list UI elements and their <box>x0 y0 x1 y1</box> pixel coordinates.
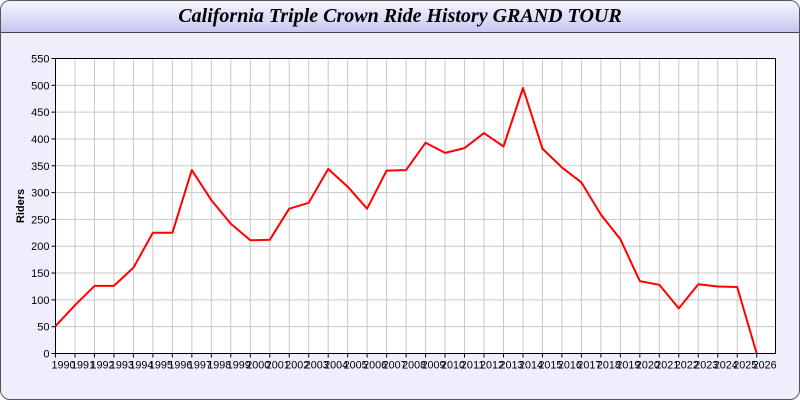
x-tick-label: 2016 <box>558 360 582 372</box>
x-tick-label: 2013 <box>499 360 523 372</box>
x-tick-label: 2006 <box>363 360 387 372</box>
title-bar: California Triple Crown Ride History GRA… <box>1 1 799 33</box>
chart-title: California Triple Crown Ride History GRA… <box>178 5 622 27</box>
x-tick-label: 1994 <box>129 360 153 372</box>
y-tick-label: 350 <box>31 161 49 173</box>
x-tick-label: 2001 <box>266 360 290 372</box>
x-tick-label: 2023 <box>694 360 718 372</box>
y-tick-label: 550 <box>31 54 49 66</box>
x-tick-label: 1997 <box>188 360 212 372</box>
x-tick-label: 2008 <box>402 360 426 372</box>
x-tick-label: 2018 <box>597 360 621 372</box>
x-tick-label: 2020 <box>636 360 660 372</box>
y-tick-label: 500 <box>31 80 49 92</box>
x-tick-label: 1990 <box>52 360 76 372</box>
x-tick-label: 2025 <box>733 360 757 372</box>
x-tick-label: 1992 <box>90 360 114 372</box>
x-tick-label: 2009 <box>422 360 446 372</box>
x-tick-label: 2017 <box>577 360 601 372</box>
y-tick-label: 250 <box>31 214 49 226</box>
y-tick-label: 300 <box>31 188 49 200</box>
x-tick-label: 1998 <box>207 360 231 372</box>
x-tick-label: 1993 <box>110 360 134 372</box>
x-tick-label: 2007 <box>383 360 407 372</box>
x-tick-label: 2011 <box>461 360 485 372</box>
y-tick-label: 50 <box>37 322 49 334</box>
x-tick-label: 2004 <box>324 360 348 372</box>
x-tick-label: 2021 <box>655 360 679 372</box>
y-tick-label: 0 <box>43 349 49 361</box>
x-tick-label: 1999 <box>227 360 251 372</box>
x-tick-label: 2024 <box>714 360 738 372</box>
x-tick-label: 2022 <box>675 360 699 372</box>
y-tick-label: 200 <box>31 241 49 253</box>
x-tick-label: 2014 <box>519 360 543 372</box>
x-tick-label: 2003 <box>305 360 329 372</box>
y-axis-label: Riders <box>15 189 27 223</box>
x-tick-label: 2019 <box>616 360 640 372</box>
x-tick-label: 2005 <box>344 360 368 372</box>
x-tick-label: 2026 <box>753 360 777 372</box>
x-tick-label: 2002 <box>285 360 309 372</box>
x-tick-label: 1995 <box>149 360 173 372</box>
plot-border <box>55 58 776 354</box>
y-tick-label: 400 <box>31 134 49 146</box>
y-tick-label: 150 <box>31 268 49 280</box>
x-tick-label: 2012 <box>480 360 504 372</box>
x-tick-label: 2000 <box>246 360 270 372</box>
y-tick-label: 100 <box>31 295 49 307</box>
x-tick-label: 2010 <box>441 360 465 372</box>
x-tick-label: 1991 <box>71 360 95 372</box>
plot-area <box>55 58 776 354</box>
x-tick-label: 1996 <box>168 360 192 372</box>
x-tick-label: 2015 <box>538 360 562 372</box>
y-tick-label: 450 <box>31 107 49 119</box>
